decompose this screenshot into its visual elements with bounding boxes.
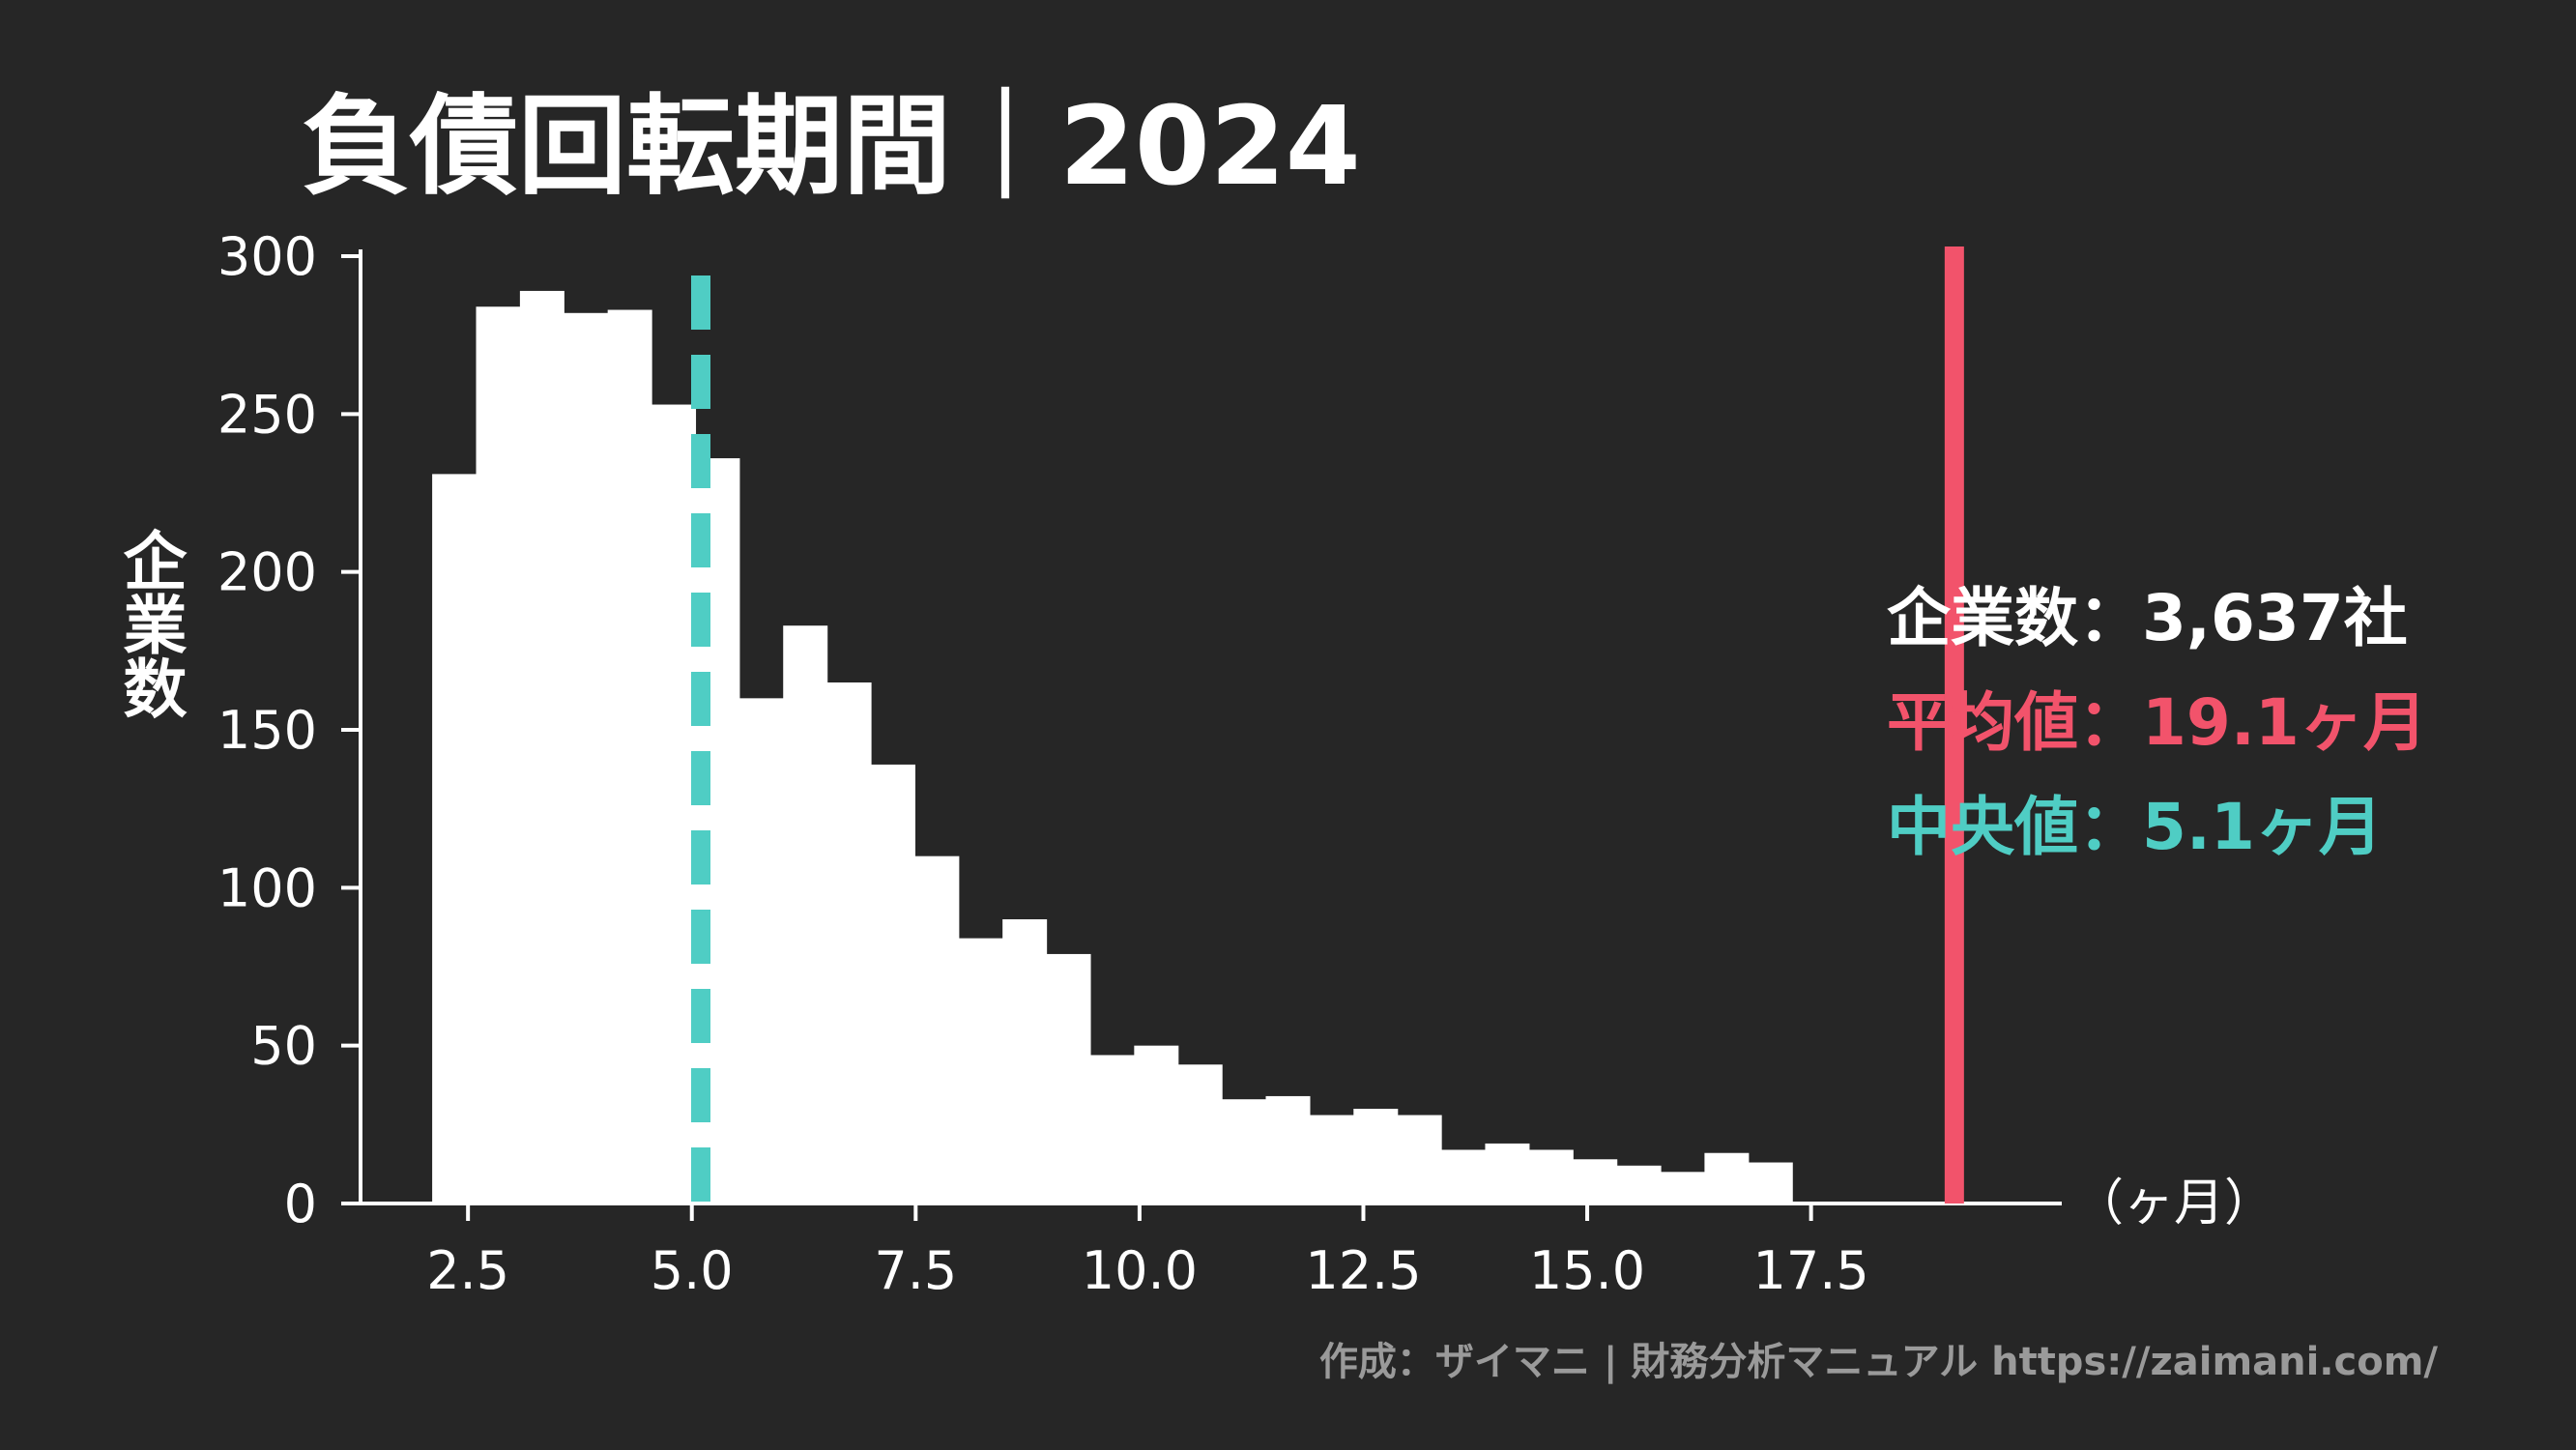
x-tick-label: 7.5 (874, 1240, 957, 1301)
y-axis-label: 企業数 (113, 528, 188, 719)
histogram-bar (1441, 1149, 1487, 1204)
y-tick-label: 50 (250, 1016, 317, 1077)
histogram-bar (607, 309, 652, 1204)
histogram-bar (1616, 1165, 1662, 1204)
credit-text: 作成：ザイマニ | 財務分析マニュアル https://zaimani.com/ (1319, 1340, 2438, 1385)
x-tick-label: 12.5 (1305, 1240, 1421, 1301)
histogram-bar (1485, 1143, 1530, 1204)
x-tick-label: 2.5 (426, 1240, 509, 1301)
reference-lines (691, 246, 1964, 1204)
histogram-bar (651, 404, 697, 1204)
histogram-bar (1309, 1115, 1354, 1204)
y-tick-label: 0 (284, 1174, 317, 1234)
x-tick-label: 15.0 (1529, 1240, 1645, 1301)
y-tick-label: 300 (217, 226, 317, 287)
histogram-bar (1089, 1055, 1135, 1204)
y-tick-label: 100 (217, 857, 317, 918)
histogram-bar (564, 312, 609, 1204)
histogram-bar (1222, 1099, 1267, 1204)
histogram-bar (1177, 1064, 1223, 1204)
histogram-bar (1748, 1162, 1793, 1204)
y-tick-label: 250 (217, 384, 317, 445)
histogram-bar (476, 306, 521, 1204)
histogram-bar (432, 474, 478, 1204)
histogram-bar (783, 625, 828, 1204)
histogram-bar (871, 764, 915, 1204)
x-tick-label: 5.0 (651, 1240, 734, 1301)
histogram-bar (1397, 1115, 1442, 1204)
y-tick-label: 150 (217, 700, 317, 761)
histogram-bar (1353, 1109, 1399, 1204)
histogram-bar (958, 938, 1003, 1204)
histogram-bar (1528, 1149, 1574, 1204)
histogram-bar (738, 698, 784, 1204)
histogram-bars (432, 290, 1793, 1204)
histogram-bar (1661, 1172, 1705, 1204)
histogram-bar (1134, 1045, 1179, 1204)
histogram-bar (519, 290, 564, 1204)
y-tick-label: 200 (217, 542, 317, 603)
x-axis-unit: （ヶ月） (2073, 1174, 2274, 1232)
stat-company-count: 企業数：3,637社 (1887, 581, 2408, 655)
histogram-bar (826, 682, 872, 1204)
histogram-bar (1265, 1095, 1311, 1204)
chart-title: 負債回転期間｜2024 (302, 84, 1361, 210)
histogram-bar (1002, 919, 1048, 1204)
stat-median: 中央値：5.1ヶ月 (1887, 790, 2383, 864)
histogram-bar (914, 856, 960, 1204)
x-tick-label: 17.5 (1753, 1240, 1869, 1301)
axes: 0 50 100 150 200 250 300 2.5 5.0 7.5 10.0 12.5 15.0 1… (217, 226, 2062, 1301)
stat-mean: 平均値：19.1ヶ月 (1887, 685, 2427, 760)
histogram-bar (1704, 1152, 1750, 1204)
histogram-bar (1046, 953, 1091, 1204)
x-tick-label: 10.0 (1082, 1240, 1198, 1301)
histogram-bar (1573, 1159, 1618, 1204)
